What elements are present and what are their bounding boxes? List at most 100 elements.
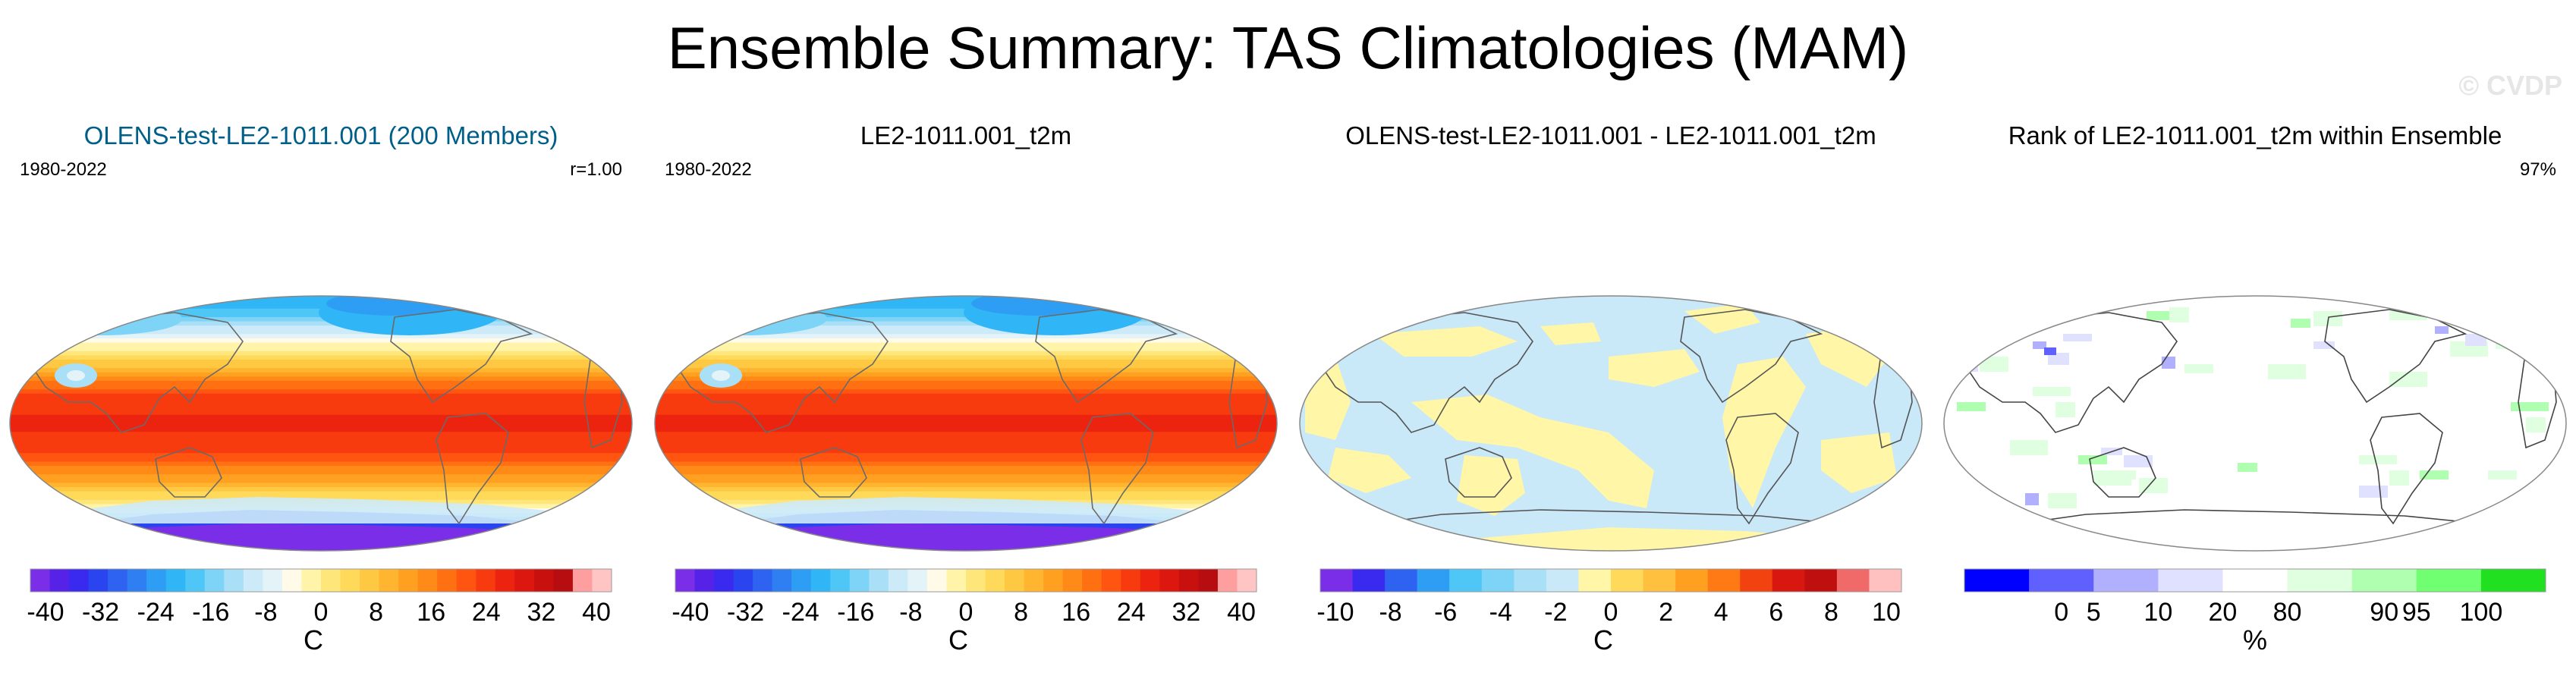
colorbar-swatch (1043, 569, 1064, 592)
colorbar-tick-label: 95 (2402, 598, 2431, 627)
colorbar-swatch (1578, 569, 1612, 592)
temperature-band (10, 360, 632, 365)
temperature-band (10, 483, 632, 488)
siberia-cold-region (660, 302, 827, 335)
colorbar-frame (1964, 568, 2546, 593)
rank-high-patch (2116, 470, 2136, 479)
colorbar-frame (675, 568, 1257, 593)
rank-low-patch (2359, 486, 2388, 498)
rank-high-patch (2169, 307, 2189, 322)
colorbar-swatch (1198, 569, 1219, 592)
temperature-band (10, 478, 632, 484)
rank-high-patch (2458, 303, 2477, 319)
temperature-band (655, 321, 1277, 326)
diff-positive-region (1472, 527, 1836, 551)
colorbar-tick-label: 32 (527, 598, 555, 627)
colorbar-swatch (907, 569, 928, 592)
temperature-band (10, 329, 632, 335)
temperature-band (655, 487, 1277, 492)
colorbar-tick-label: 90 (2370, 598, 2398, 627)
temperature-band (10, 402, 632, 407)
coastline (1080, 413, 1154, 525)
colorbar-tick-label: 2 (1659, 598, 1673, 627)
colorbar-swatch (146, 569, 167, 592)
rank-high-patch (2511, 402, 2549, 411)
colorbar-tick-label: -4 (1489, 598, 1512, 627)
colorbar-tick-label: 40 (582, 598, 611, 627)
tibet-cold-core (712, 370, 730, 381)
colorbar-swatch (243, 569, 263, 592)
colorbar-swatch (1352, 569, 1386, 592)
colorbar-swatch (165, 569, 186, 592)
colorbar-tick-label: 16 (1062, 598, 1090, 627)
coastline (2089, 447, 2156, 498)
colorbar-swatch (553, 569, 574, 592)
colorbar-tick-label: 0 (1604, 598, 1618, 627)
temperature-band (10, 368, 632, 373)
map-panel-ensemble: -40 -32 -24 -16 -8 0 8 16 24 32 40 C OLENS-test-LE2-… (0, 114, 642, 676)
temperature-band (655, 470, 1277, 475)
colorbar-tick-label: 5 (2087, 598, 2101, 627)
colorbar-swatch (1320, 569, 1354, 592)
colorbar-swatch (592, 569, 612, 592)
colorbar-swatch (830, 569, 851, 592)
colorbar-swatch (1024, 569, 1044, 592)
rank-high-patch (2238, 463, 2257, 472)
colorbar-swatch (2093, 569, 2159, 592)
colorbar-swatch (1082, 569, 1102, 592)
temperature-band (655, 317, 1277, 322)
colorbar-tick-label: 6 (1769, 598, 1783, 627)
temperature-band (655, 427, 1277, 432)
colorbar-swatch (30, 569, 51, 592)
rank-high-patch (2268, 364, 2306, 379)
colorbar-swatch (1237, 569, 1257, 592)
temperature-band (10, 423, 632, 429)
colorbar-swatch (1140, 569, 1160, 592)
colorbar-swatch (714, 569, 734, 592)
rank-high-patch (2184, 364, 2213, 373)
temperature-band (10, 457, 632, 463)
diff-positive-region (1684, 303, 1760, 334)
colorbar-swatch (2158, 569, 2223, 592)
figure-title: Ensemble Summary: TAS Climatologies (MAM… (667, 14, 1909, 81)
rank-low-patch (2162, 357, 2175, 369)
diff-positive-region (1373, 326, 1518, 357)
colorbar-swatch (2222, 569, 2288, 592)
rank-high-patch (2078, 455, 2107, 464)
rank-high-patch (2048, 493, 2077, 508)
map-difference: -10 -8 -6 -4 -2 0 2 4 6 8 10 C (1299, 295, 1923, 656)
colorbar-tick-label: -24 (782, 598, 819, 627)
period-label: 1980-2022 (665, 159, 752, 180)
colorbar-unit-label: C (1593, 624, 1613, 656)
colorbar-unit-label: C (948, 624, 968, 656)
arctic-cold-core (971, 296, 1108, 316)
temperature-band (10, 448, 632, 454)
colorbar-swatch (282, 569, 302, 592)
colorbar-swatch (1217, 569, 1238, 592)
temperature-band (655, 440, 1277, 445)
temperature-band (655, 351, 1277, 357)
colorbar-swatch (437, 569, 458, 592)
colorbar-swatch (675, 569, 696, 592)
rank-high-patch (2033, 387, 2071, 396)
temperature-band (655, 329, 1277, 335)
rank-high-patch (2496, 334, 2524, 349)
coastline (2370, 413, 2443, 525)
rank-low-patch (2124, 455, 2153, 467)
colorbar-tick-label: 8 (1014, 598, 1028, 627)
temperature-band (655, 402, 1277, 407)
colorbar-swatch (398, 569, 419, 592)
colorbar-tick-label: -16 (192, 598, 229, 627)
antarctica-interior (713, 524, 1199, 551)
rank-low-patch (1949, 364, 1978, 372)
rank-high-patch (1957, 402, 1986, 411)
temperature-band (10, 440, 632, 445)
temperature-band (10, 495, 632, 501)
colorbar-swatch (108, 569, 128, 592)
rank-low-patch (2435, 326, 2449, 334)
panel-title: LE2-1011.001_t2m (860, 121, 1072, 149)
temperature-band (655, 435, 1277, 442)
coastline (436, 413, 509, 525)
colorbar-swatch (88, 569, 109, 592)
rank-low-patch (2033, 341, 2046, 349)
